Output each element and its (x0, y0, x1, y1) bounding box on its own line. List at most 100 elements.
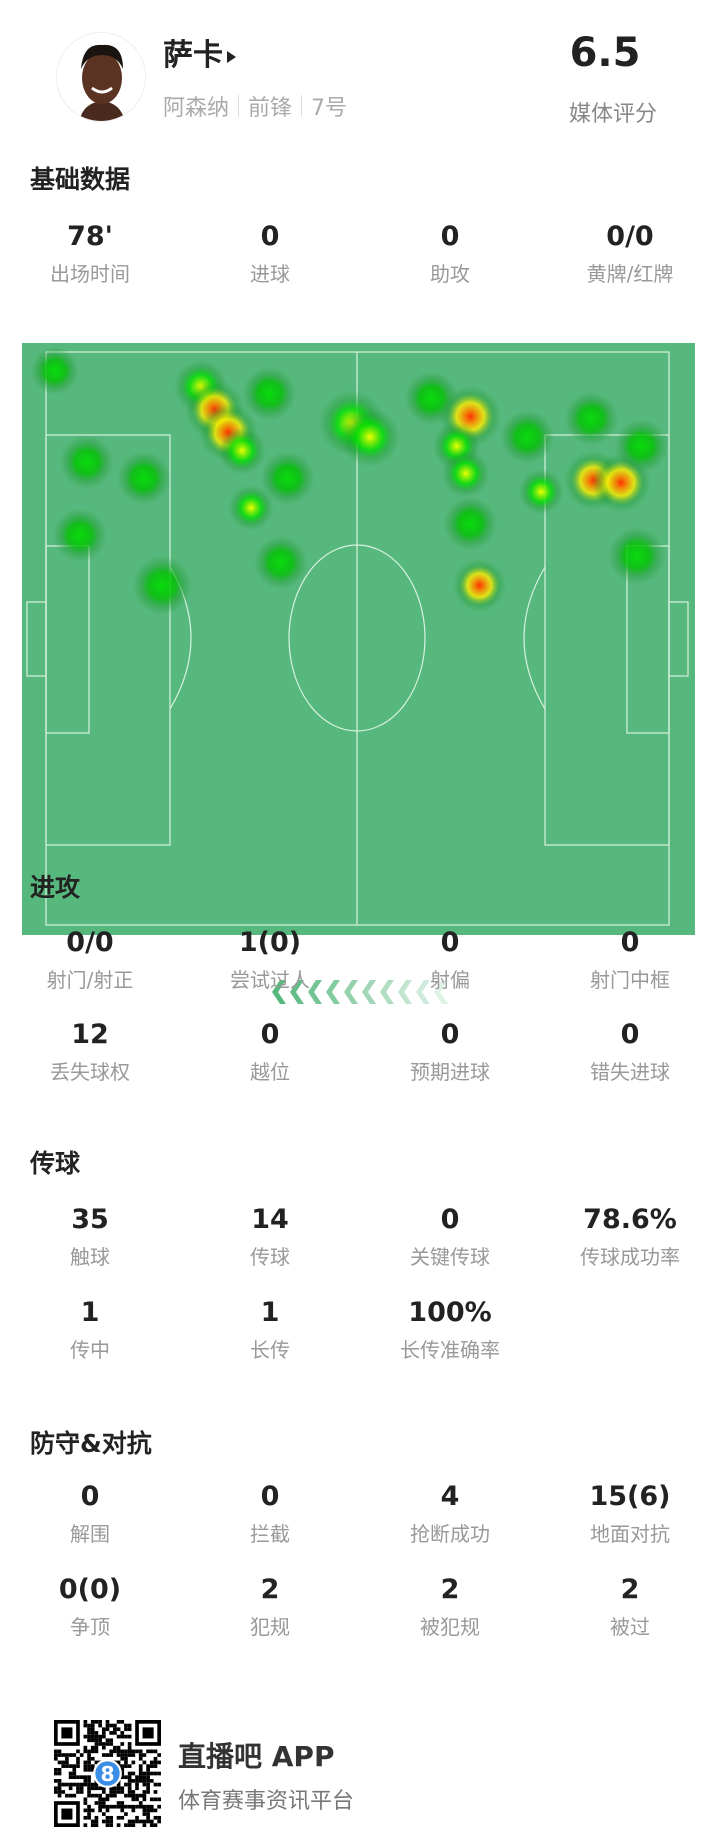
qr-module (83, 1775, 88, 1780)
qr-module (127, 1753, 132, 1757)
qr-module (153, 1815, 158, 1820)
qr-module (87, 1727, 91, 1732)
stat-value: 0 (620, 1019, 640, 1050)
qr-module (90, 1749, 95, 1754)
qr-module (90, 1745, 95, 1750)
qr-module (76, 1760, 80, 1765)
qr-module (68, 1775, 73, 1780)
stat-item: 2 被过 (540, 1573, 713, 1640)
qr-module (149, 1808, 154, 1813)
heat-spot (452, 558, 507, 613)
qr-module (79, 1753, 84, 1757)
qr-module (72, 1775, 77, 1780)
qr-module (135, 1804, 139, 1809)
stat-value: 0 (440, 927, 460, 958)
stat-label: 长传准确率 (400, 1338, 500, 1362)
stat-label: 犯规 (250, 1615, 290, 1639)
qr-code[interactable]: 8 (54, 1720, 161, 1827)
qr-module (98, 1804, 102, 1809)
stat-item: 2 被犯规 (360, 1573, 540, 1640)
qr-module (57, 1767, 62, 1772)
qr-module (138, 1756, 143, 1761)
qr-module (138, 1749, 143, 1754)
stat-label: 助攻 (430, 262, 470, 286)
qr-module (87, 1767, 91, 1772)
qr-module (83, 1723, 88, 1728)
qr-module (68, 1764, 73, 1768)
qr-module (149, 1819, 154, 1824)
qr-module (124, 1723, 128, 1728)
qr-module (101, 1797, 106, 1802)
qr-module (109, 1823, 114, 1827)
stat-item: 35 触球 (0, 1203, 180, 1270)
chevron-left-icon (416, 980, 430, 1004)
stat-value: 0 (620, 927, 640, 958)
qr-module (120, 1771, 125, 1776)
qr-module (135, 1815, 139, 1820)
qr-module (90, 1723, 95, 1728)
qr-module (94, 1742, 99, 1746)
heat-spot (254, 535, 308, 590)
stat-label: 解围 (70, 1522, 110, 1546)
qr-module (127, 1727, 132, 1732)
stat-label: 被过 (610, 1615, 650, 1639)
qr-finder-center (61, 1808, 73, 1820)
heat-spot (228, 485, 274, 531)
brand-name: 直播吧 APP (178, 1740, 335, 1773)
stat-item: 78' 出场时间 (0, 220, 180, 287)
qr-module (120, 1786, 125, 1791)
player-name[interactable]: 萨卡 (163, 30, 236, 74)
stats-row: 35 触球 14 传球 0 关键传球 78.6% 传球成功率 (0, 1203, 713, 1270)
qr-module (57, 1790, 62, 1794)
qr-module (131, 1760, 136, 1765)
stat-item: 0 错失进球 (540, 1018, 713, 1085)
qr-module (76, 1782, 80, 1787)
qr-module (109, 1753, 114, 1757)
shirt-number: 7号 (311, 96, 348, 121)
qr-module (57, 1793, 62, 1798)
brand-slogan: 体育赛事资讯平台 (178, 1789, 355, 1814)
centre-circle (288, 544, 426, 732)
heatmap-pitch (22, 343, 695, 935)
stat-value: 4 (440, 1481, 460, 1512)
qr-module (105, 1819, 110, 1824)
qr-module (76, 1764, 80, 1768)
qr-module (94, 1738, 99, 1743)
qr-module (131, 1823, 136, 1827)
qr-module (101, 1727, 106, 1732)
qr-module (57, 1753, 62, 1757)
qr-module (149, 1749, 154, 1754)
qr-module (131, 1790, 136, 1794)
qr-module (57, 1749, 62, 1754)
qr-module (109, 1793, 114, 1798)
qr-module (153, 1808, 158, 1813)
stat-label: 触球 (70, 1245, 110, 1269)
stat-item: 0 助攻 (360, 220, 540, 287)
qr-module (87, 1815, 91, 1820)
chevron-left-icon (398, 980, 412, 1004)
qr-module (90, 1764, 95, 1768)
qr-module (57, 1760, 62, 1765)
qr-module (98, 1734, 102, 1739)
qr-module (124, 1804, 128, 1809)
app-logo-icon (93, 1759, 122, 1788)
qr-module (157, 1753, 161, 1757)
qr-module (98, 1723, 102, 1728)
qr-module (98, 1797, 102, 1802)
qr-module (149, 1760, 154, 1765)
qr-module (120, 1734, 125, 1739)
qr-module (116, 1782, 121, 1787)
stat-label: 关键传球 (410, 1245, 490, 1269)
qr-module (116, 1760, 121, 1765)
qr-module (142, 1775, 147, 1780)
qr-module (65, 1756, 69, 1761)
player-avatar[interactable] (56, 32, 146, 122)
qr-module (83, 1720, 88, 1724)
qr-module (94, 1819, 99, 1824)
qr-module (138, 1753, 143, 1757)
qr-module (57, 1779, 62, 1783)
qr-module (68, 1782, 73, 1787)
stat-item: 14 传球 (180, 1203, 360, 1270)
stat-value: 100% (408, 1297, 492, 1328)
qr-module (153, 1782, 158, 1787)
